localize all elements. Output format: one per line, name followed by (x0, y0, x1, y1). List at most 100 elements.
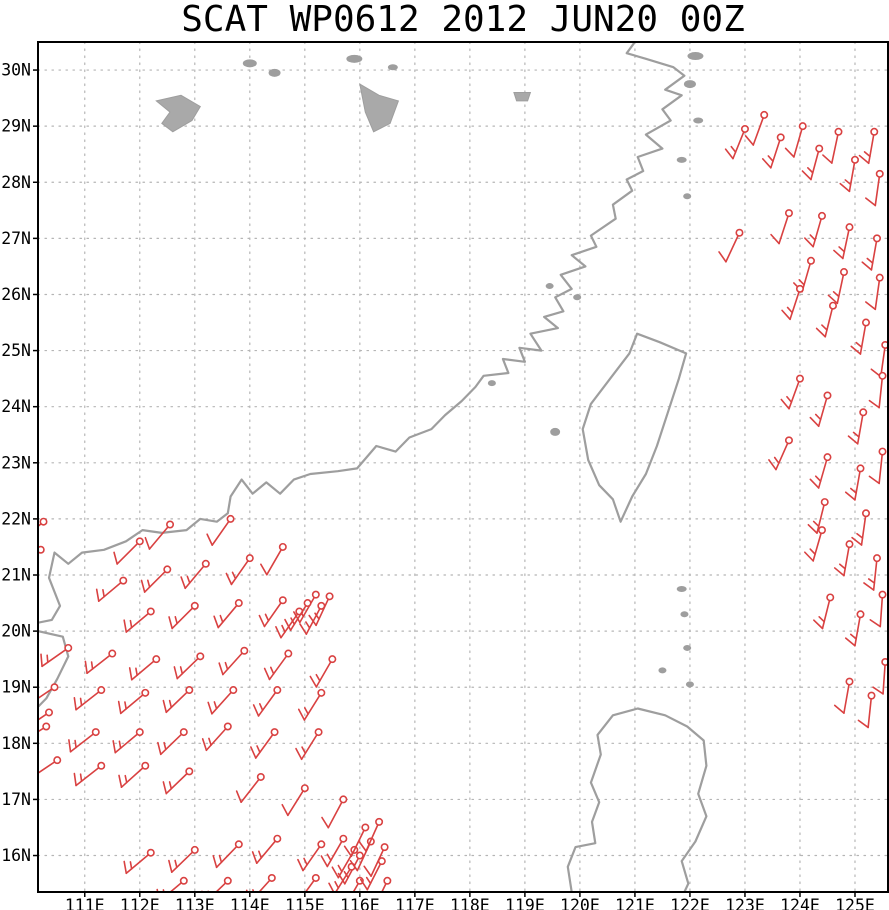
wind-barb-staff (334, 865, 353, 892)
wind-barb-half-feather (786, 306, 794, 314)
axes-layer: 111E 112E 113E 114E 115E 116E 117E 118E 119E 120E… (1, 41, 889, 910)
wind-barb-feather (718, 251, 727, 263)
wind-barb-station-circle (878, 371, 887, 380)
wind-barb-feather (168, 859, 173, 873)
wind-barb-feather (212, 854, 218, 869)
wind-barb (128, 655, 161, 681)
x-axis-tick-label: 113E (175, 896, 215, 910)
wind-barb-staff (856, 411, 865, 445)
y-axis-tick-label: 19N (1, 678, 31, 697)
wind-barb (868, 371, 887, 409)
wind-barb-station-circle (119, 576, 128, 585)
y-axis-tick-label: 20N (1, 622, 31, 641)
wind-barb (833, 223, 854, 260)
wind-barb (833, 677, 854, 714)
wind-barb-half-feather (162, 889, 165, 892)
x-axis-tick-label: 122E (670, 896, 710, 910)
wind-barb (144, 520, 175, 550)
wind-barb (869, 590, 887, 628)
wind-barb-half-feather (866, 257, 874, 264)
wind-barb-feather (123, 860, 128, 875)
wind-barb-station-circle (375, 817, 384, 826)
wind-barb-staff (41, 647, 70, 668)
wind-barb-station-circle (256, 772, 265, 781)
small-island (693, 117, 704, 124)
wind-barb-feather (162, 699, 168, 714)
wind-barb (275, 607, 304, 639)
coastline (38, 42, 686, 624)
wind-barb-feather (868, 475, 880, 485)
wind-barb-station-circle (179, 876, 188, 885)
wind-barb-half-feather (186, 575, 191, 584)
wind-barb-half-feather (305, 621, 311, 629)
wind-barb-half-feather (168, 781, 173, 790)
wind-barb-staff (816, 501, 826, 534)
wind-barb-station-circle (828, 301, 837, 310)
wind-barb-station-circle (185, 686, 194, 695)
wind-barb (263, 649, 293, 681)
wind-barb-staff (217, 602, 240, 629)
wind-barb (308, 592, 334, 627)
wind-barb-staff (732, 128, 746, 160)
wind-barb-half-feather (281, 624, 286, 633)
wind-barb (780, 374, 804, 410)
wind-barb-station-circle (872, 554, 881, 563)
wind-barb-staff (860, 512, 867, 546)
wind-barb-staff (86, 652, 114, 675)
wind-barb-station-circle (300, 784, 309, 793)
wind-barb-half-feather (124, 774, 128, 784)
wind-barb (258, 596, 287, 628)
wind-barb-half-feather (264, 613, 270, 622)
wind-barb-station-circle (355, 851, 364, 860)
wind-barb-staff (352, 879, 361, 892)
wind-barb-station-circle (875, 169, 884, 178)
wind-barb-half-feather (174, 615, 178, 625)
wind-barb-staff (789, 288, 801, 321)
y-axis-tick-label: 17N (1, 790, 31, 809)
wind-barb-station-circle (267, 873, 276, 882)
wind-barb-station-circle (240, 646, 249, 655)
wind-barb-feather (724, 148, 734, 160)
wind-barb (815, 301, 837, 338)
wind-barb (768, 436, 793, 471)
wind-barb-staff (817, 456, 829, 489)
wind-barb (168, 601, 199, 630)
x-axis-tick-label: 124E (780, 896, 820, 910)
wind-barb-staff (848, 159, 856, 193)
wind-barb-staff (380, 879, 389, 892)
wind-barb-half-feather (303, 857, 308, 866)
wind-barb-half-feather (315, 673, 321, 682)
wind-barb-feather (180, 576, 187, 590)
wind-barb-half-feather (365, 876, 372, 885)
wind-barb-feather (113, 551, 118, 565)
wind-barb-feather (813, 619, 824, 630)
plot-title: SCAT WP0612 2012 JUN20 00Z (181, 0, 745, 40)
wind-barb-half-feather (208, 737, 212, 746)
wind-barb (844, 610, 865, 647)
y-axis-tick-label: 18N (1, 734, 31, 753)
wind-barb (343, 823, 370, 858)
wind-barb-station-circle (141, 761, 150, 770)
wind-barb-half-feather (79, 697, 83, 707)
wind-barb-feather (331, 866, 340, 879)
wind-barb-feather (297, 858, 304, 872)
wind-barb-staff (38, 520, 45, 528)
wind-barb (38, 517, 48, 528)
wind-barb-station-circle (135, 537, 144, 546)
wind-barb (123, 848, 155, 875)
wind-barb-half-feather (767, 155, 774, 162)
wind-barb-staff (365, 821, 380, 852)
wind-barb-half-feather (256, 745, 261, 754)
wind-barb-half-feather (809, 234, 816, 241)
y-axis-tick-label: 25N (1, 341, 31, 360)
wind-barb (235, 772, 265, 803)
wind-barb (284, 599, 312, 631)
wind-barb-station-circle (850, 155, 859, 164)
wind-barb (118, 761, 150, 788)
wind-barb-staff (867, 130, 876, 165)
wind-barb-staff (280, 610, 301, 639)
wind-barb-station-circle (311, 590, 320, 599)
wind-barb-staff (305, 605, 323, 635)
wind-barb (140, 565, 172, 593)
wind-barb (38, 545, 45, 554)
